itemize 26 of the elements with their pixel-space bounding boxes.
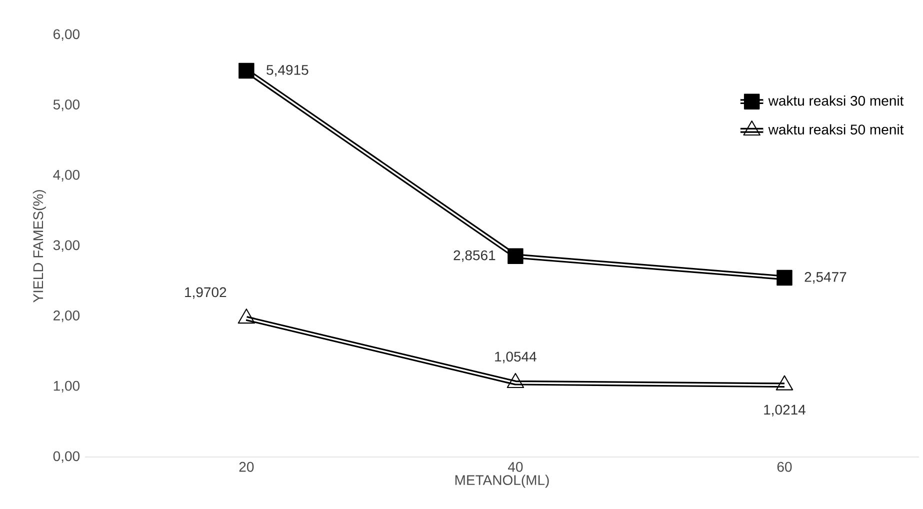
- point: [508, 248, 524, 264]
- y-tick-label: 6,00: [54, 29, 80, 41]
- data-label: 1,0214: [764, 404, 806, 416]
- y-tick-label: 3,00: [53, 240, 80, 252]
- point: [238, 62, 254, 79]
- y-tick-label: 0,00: [53, 451, 80, 463]
- point: [506, 372, 524, 388]
- data-label: 2,8561: [454, 250, 496, 262]
- legend-label: waktu reaksi 50 menit: [768, 124, 904, 135]
- y-tick-label: 1,00: [54, 380, 80, 392]
- y-tick-label: 4,00: [53, 170, 80, 182]
- point: [238, 308, 256, 324]
- x-axis-title: METANOL(ML): [455, 474, 549, 488]
- y-axis-title: YIELD FAMES(%): [32, 190, 46, 302]
- x-tick-label: 40: [508, 462, 523, 472]
- x-tick-label: 60: [777, 462, 792, 472]
- y-tick-label: 2,00: [54, 310, 80, 322]
- data-label: 2,5477: [804, 272, 846, 284]
- data-label: 1,9702: [185, 287, 226, 299]
- x-tick-label: 20: [239, 462, 254, 472]
- y-tick-label: 5,00: [53, 100, 80, 112]
- data-label: 5,4915: [266, 64, 308, 77]
- data-label: 1,0544: [495, 352, 536, 364]
- legend-label: waktu reaksi 30 menit: [768, 95, 904, 106]
- point: [776, 375, 794, 390]
- point: [776, 270, 792, 286]
